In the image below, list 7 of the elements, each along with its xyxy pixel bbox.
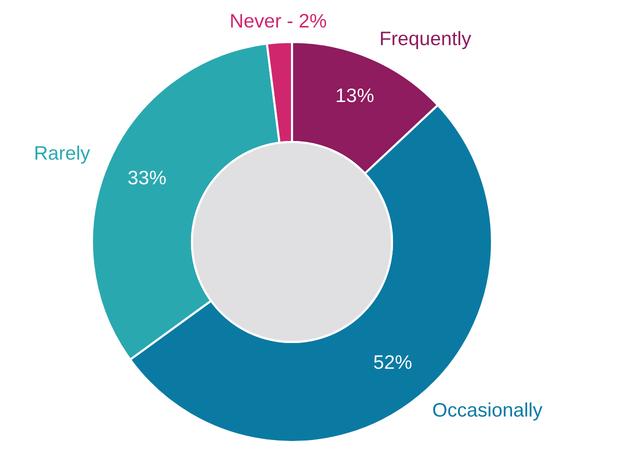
data-label: 52% [374,355,412,369]
data-label: 33% [128,170,166,184]
slice-label: Never - 2% [231,14,326,28]
slice-label: Frequently [380,31,472,50]
data-label: 13% [336,88,374,102]
slice-label: Rarely [36,146,90,164]
slice-label: Occasionally [433,402,542,421]
